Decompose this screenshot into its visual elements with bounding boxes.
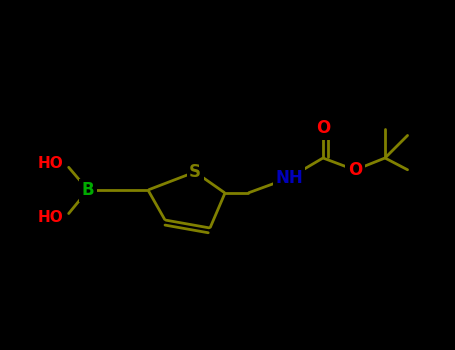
Text: NH: NH	[275, 169, 303, 187]
Text: O: O	[348, 161, 362, 179]
Text: S: S	[189, 163, 201, 181]
Text: HO: HO	[37, 210, 63, 225]
Text: O: O	[316, 119, 330, 137]
Text: B: B	[82, 181, 94, 199]
Text: HO: HO	[37, 155, 63, 170]
